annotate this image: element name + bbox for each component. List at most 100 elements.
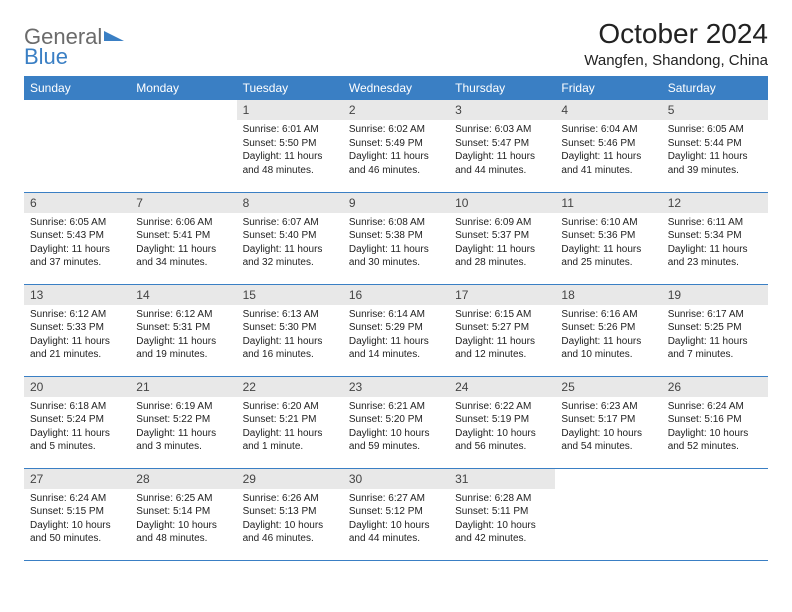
daylight-line: Daylight: 10 hours and 42 minutes.	[455, 519, 549, 546]
day-number: 31	[449, 469, 555, 489]
sunrise-line: Sunrise: 6:24 AM	[30, 492, 124, 506]
daylight-line: Daylight: 11 hours and 46 minutes.	[349, 150, 443, 177]
day-number: 20	[24, 377, 130, 397]
calendar-cell: 23Sunrise: 6:21 AMSunset: 5:20 PMDayligh…	[343, 376, 449, 468]
daylight-line: Daylight: 11 hours and 14 minutes.	[349, 335, 443, 362]
day-details: Sunrise: 6:24 AMSunset: 5:16 PMDaylight:…	[662, 397, 768, 457]
daylight-line: Daylight: 11 hours and 23 minutes.	[668, 243, 762, 270]
logo: GeneralBlue	[24, 18, 124, 70]
sunset-line: Sunset: 5:43 PM	[30, 229, 124, 243]
daylight-line: Daylight: 11 hours and 1 minute.	[243, 427, 337, 454]
day-details: Sunrise: 6:28 AMSunset: 5:11 PMDaylight:…	[449, 489, 555, 549]
daylight-line: Daylight: 11 hours and 41 minutes.	[561, 150, 655, 177]
sunset-line: Sunset: 5:11 PM	[455, 505, 549, 519]
day-details: Sunrise: 6:07 AMSunset: 5:40 PMDaylight:…	[237, 213, 343, 273]
sunrise-line: Sunrise: 6:13 AM	[243, 308, 337, 322]
day-number: 19	[662, 285, 768, 305]
sunset-line: Sunset: 5:37 PM	[455, 229, 549, 243]
sunset-line: Sunset: 5:47 PM	[455, 137, 549, 151]
day-number: 14	[130, 285, 236, 305]
sunrise-line: Sunrise: 6:12 AM	[136, 308, 230, 322]
calendar-cell: 30Sunrise: 6:27 AMSunset: 5:12 PMDayligh…	[343, 468, 449, 560]
sunrise-line: Sunrise: 6:20 AM	[243, 400, 337, 414]
sunset-line: Sunset: 5:24 PM	[30, 413, 124, 427]
calendar-row: 6Sunrise: 6:05 AMSunset: 5:43 PMDaylight…	[24, 192, 768, 284]
day-details: Sunrise: 6:16 AMSunset: 5:26 PMDaylight:…	[555, 305, 661, 365]
sunrise-line: Sunrise: 6:04 AM	[561, 123, 655, 137]
day-number: 3	[449, 100, 555, 120]
daylight-line: Daylight: 11 hours and 5 minutes.	[30, 427, 124, 454]
day-number: 15	[237, 285, 343, 305]
day-number: 12	[662, 193, 768, 213]
sunset-line: Sunset: 5:22 PM	[136, 413, 230, 427]
sunrise-line: Sunrise: 6:22 AM	[455, 400, 549, 414]
sunrise-line: Sunrise: 6:17 AM	[668, 308, 762, 322]
weekday-header: Thursday	[449, 76, 555, 100]
calendar-cell: 14 Sunrise: 6:12 AMSunset: 5:31 PMDayligh…	[130, 284, 236, 376]
day-details: Sunrise: 6:10 AMSunset: 5:36 PMDaylight:…	[555, 213, 661, 273]
daylight-line: Daylight: 11 hours and 21 minutes.	[30, 335, 124, 362]
sunrise-line: Sunrise: 6:02 AM	[349, 123, 443, 137]
sunset-line: Sunset: 5:31 PM	[136, 321, 230, 335]
day-details: Sunrise: 6:27 AMSunset: 5:12 PMDaylight:…	[343, 489, 449, 549]
calendar-cell: 17Sunrise: 6:15 AMSunset: 5:27 PMDayligh…	[449, 284, 555, 376]
weekday-header: Friday	[555, 76, 661, 100]
calendar-cell: 19Sunrise: 6:17 AMSunset: 5:25 PMDayligh…	[662, 284, 768, 376]
daylight-line: Daylight: 11 hours and 39 minutes.	[668, 150, 762, 177]
day-number: 28	[130, 469, 236, 489]
daylight-line: Daylight: 11 hours and 25 minutes.	[561, 243, 655, 270]
logo-inner: GeneralBlue	[24, 24, 124, 70]
daylight-line: Daylight: 10 hours and 44 minutes.	[349, 519, 443, 546]
day-number: 1	[237, 100, 343, 120]
month-title: October 2024	[584, 18, 768, 50]
day-details: Sunrise: 6:24 AMSunset: 5:15 PMDaylight:…	[24, 489, 130, 549]
logo-triangle-icon	[104, 27, 124, 46]
day-details: Sunrise: 6:21 AMSunset: 5:20 PMDaylight:…	[343, 397, 449, 457]
calendar-cell: 16Sunrise: 6:14 AMSunset: 5:29 PMDayligh…	[343, 284, 449, 376]
day-number: 17	[449, 285, 555, 305]
sunrise-line: Sunrise: 6:11 AM	[668, 216, 762, 230]
sunrise-line: Sunrise: 6:27 AM	[349, 492, 443, 506]
sunset-line: Sunset: 5:44 PM	[668, 137, 762, 151]
weekday-header: Tuesday	[237, 76, 343, 100]
calendar-cell: 7Sunrise: 6:06 AMSunset: 5:41 PMDaylight…	[130, 192, 236, 284]
day-details: Sunrise: 6:13 AMSunset: 5:30 PMDaylight:…	[237, 305, 343, 365]
calendar-row: 13Sunrise: 6:12 AMSunset: 5:33 PMDayligh…	[24, 284, 768, 376]
sunrise-line: Sunrise: 6:25 AM	[136, 492, 230, 506]
calendar-cell: .	[555, 468, 661, 560]
calendar-cell: 13Sunrise: 6:12 AMSunset: 5:33 PMDayligh…	[24, 284, 130, 376]
sunset-line: Sunset: 5:12 PM	[349, 505, 443, 519]
weekday-header: Wednesday	[343, 76, 449, 100]
day-number: 5	[662, 100, 768, 120]
sunset-line: Sunset: 5:33 PM	[30, 321, 124, 335]
sunset-line: Sunset: 5:25 PM	[668, 321, 762, 335]
calendar-cell: 20Sunrise: 6:18 AMSunset: 5:24 PMDayligh…	[24, 376, 130, 468]
sunrise-line: Sunrise: 6:05 AM	[30, 216, 124, 230]
calendar-cell: 11Sunrise: 6:10 AMSunset: 5:36 PMDayligh…	[555, 192, 661, 284]
day-number: 27	[24, 469, 130, 489]
calendar-cell: 22Sunrise: 6:20 AMSunset: 5:21 PMDayligh…	[237, 376, 343, 468]
day-number: 18	[555, 285, 661, 305]
calendar-cell: 2Sunrise: 6:02 AMSunset: 5:49 PMDaylight…	[343, 100, 449, 192]
daylight-line: Daylight: 11 hours and 3 minutes.	[136, 427, 230, 454]
sunset-line: Sunset: 5:46 PM	[561, 137, 655, 151]
sunset-line: Sunset: 5:50 PM	[243, 137, 337, 151]
day-number: 30	[343, 469, 449, 489]
sunrise-line: Sunrise: 6:16 AM	[561, 308, 655, 322]
daylight-line: Daylight: 10 hours and 48 minutes.	[136, 519, 230, 546]
weekday-header: Monday	[130, 76, 236, 100]
sunset-line: Sunset: 5:41 PM	[136, 229, 230, 243]
sunset-line: Sunset: 5:34 PM	[668, 229, 762, 243]
daylight-line: Daylight: 11 hours and 30 minutes.	[349, 243, 443, 270]
location-label: Wangfen, Shandong, China	[584, 52, 768, 69]
sunrise-line: Sunrise: 6:24 AM	[668, 400, 762, 414]
daylight-line: Daylight: 11 hours and 28 minutes.	[455, 243, 549, 270]
day-number: 21	[130, 377, 236, 397]
daylight-line: Daylight: 11 hours and 19 minutes.	[136, 335, 230, 362]
day-details: Sunrise: 6:15 AMSunset: 5:27 PMDaylight:…	[449, 305, 555, 365]
day-details: Sunrise: 6:03 AMSunset: 5:47 PMDaylight:…	[449, 120, 555, 180]
calendar-row: 20Sunrise: 6:18 AMSunset: 5:24 PMDayligh…	[24, 376, 768, 468]
calendar-cell: 15Sunrise: 6:13 AMSunset: 5:30 PMDayligh…	[237, 284, 343, 376]
day-details: Sunrise: 6:11 AMSunset: 5:34 PMDaylight:…	[662, 213, 768, 273]
daylight-line: Daylight: 11 hours and 12 minutes.	[455, 335, 549, 362]
